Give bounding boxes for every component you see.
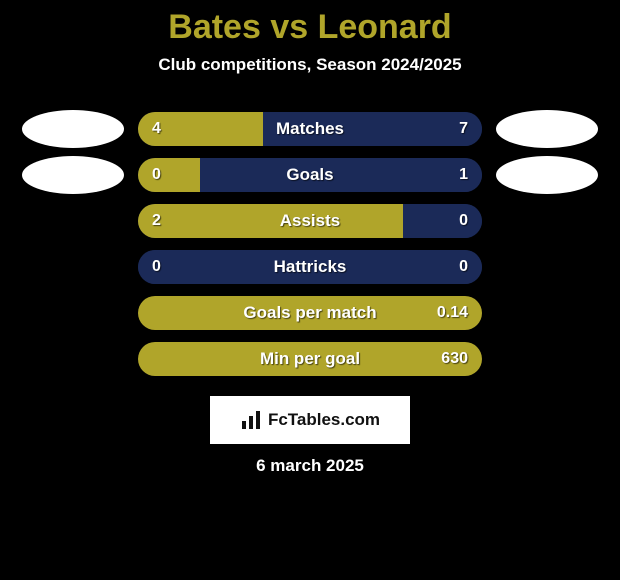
player-left-badge — [22, 110, 124, 148]
stat-bar: 00Hattricks — [138, 250, 482, 284]
date-label: 6 march 2025 — [0, 456, 620, 476]
stat-bar-right — [263, 112, 482, 146]
stat-label: Goals per match — [138, 296, 482, 330]
stat-bar-left — [138, 158, 200, 192]
player-left-badge — [22, 156, 124, 194]
comparison-chart: 47Matches 01Goals 20Assists 00Hattricks 0.14… — [0, 112, 620, 388]
bar-chart-icon — [240, 409, 262, 431]
player-right-badge — [496, 156, 598, 194]
stat-label: Min per goal — [138, 342, 482, 376]
stat-row: 01Goals — [0, 158, 620, 192]
stat-bar-left — [138, 204, 403, 238]
stat-value-right: 0.14 — [437, 296, 468, 330]
page-title: Bates vs Leonard — [0, 0, 620, 47]
stat-bar: 47Matches — [138, 112, 482, 146]
comparison-card: Bates vs Leonard Club competitions, Seas… — [0, 0, 620, 580]
stat-row: 630Min per goal — [0, 342, 620, 376]
stat-row: 47Matches — [0, 112, 620, 146]
stat-bar: 20Assists — [138, 204, 482, 238]
stat-bar-right — [138, 250, 482, 284]
stat-row: 20Assists — [0, 204, 620, 238]
stat-bar-left — [138, 112, 263, 146]
stat-bar-right — [403, 204, 482, 238]
brand-text: FcTables.com — [268, 410, 380, 430]
stat-row: 0.14Goals per match — [0, 296, 620, 330]
subtitle: Club competitions, Season 2024/2025 — [0, 55, 620, 75]
player-right-badge — [496, 110, 598, 148]
stat-bar: 0.14Goals per match — [138, 296, 482, 330]
stat-row: 00Hattricks — [0, 250, 620, 284]
title-text: Bates vs Leonard — [168, 8, 451, 46]
stat-bar: 630Min per goal — [138, 342, 482, 376]
brand-badge: FcTables.com — [210, 396, 410, 444]
stat-bar: 01Goals — [138, 158, 482, 192]
stat-value-right: 630 — [441, 342, 468, 376]
stat-bar-right — [200, 158, 482, 192]
